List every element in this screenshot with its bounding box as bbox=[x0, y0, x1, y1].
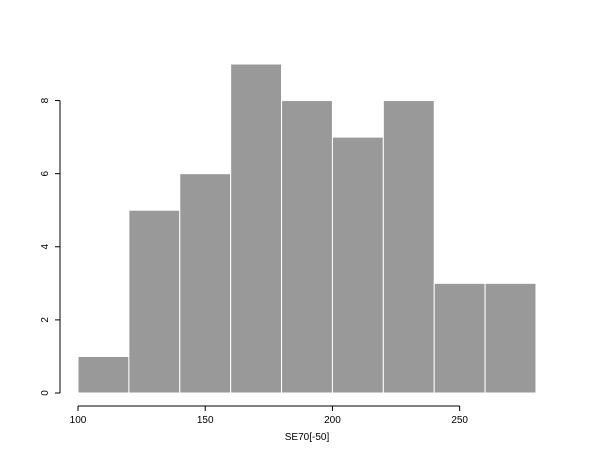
y-tick-label: 8 bbox=[40, 97, 51, 103]
histogram-bar bbox=[281, 100, 333, 394]
x-tick-label: 200 bbox=[324, 415, 341, 426]
x-axis: 100 150 200 250 bbox=[70, 405, 468, 426]
histogram-bar bbox=[230, 63, 283, 394]
histogram-bars bbox=[77, 63, 537, 394]
histogram-bar bbox=[128, 209, 181, 394]
histogram-bar bbox=[382, 100, 435, 394]
y-axis: 0 2 4 6 8 bbox=[40, 97, 61, 396]
y-tick-label: 0 bbox=[40, 390, 51, 396]
y-tick-label: 2 bbox=[40, 317, 51, 323]
y-tick-label: 6 bbox=[40, 170, 51, 176]
x-tick-label: 150 bbox=[197, 415, 214, 426]
histogram-bar bbox=[179, 173, 232, 394]
histogram-bar bbox=[433, 282, 486, 394]
x-tick-label: 250 bbox=[451, 415, 468, 426]
histogram-bar bbox=[331, 136, 384, 394]
x-axis-title: SE70[-50] bbox=[285, 432, 330, 443]
x-tick-label: 100 bbox=[70, 415, 87, 426]
histogram-bar bbox=[484, 282, 537, 394]
histogram-bar bbox=[77, 355, 130, 394]
y-tick-label: 4 bbox=[40, 244, 51, 250]
